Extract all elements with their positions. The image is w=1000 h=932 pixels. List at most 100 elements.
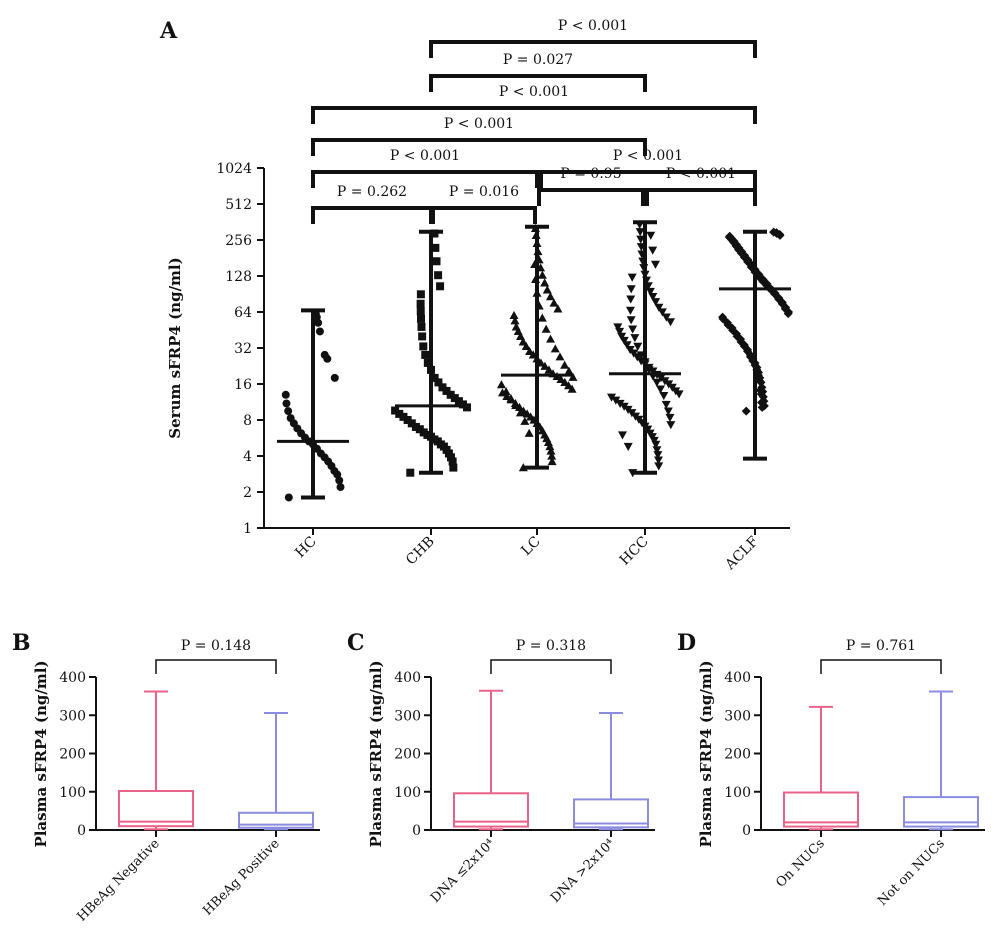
data-point [286, 414, 295, 423]
data-point [423, 358, 432, 367]
bracket-line [311, 206, 433, 224]
data-point [739, 252, 749, 262]
y-tick-label-300: 300 [59, 708, 86, 724]
bracket-line [645, 188, 757, 206]
data-point [315, 327, 324, 336]
data-point [403, 416, 412, 424]
data-point [395, 409, 404, 418]
panel-a-chart: A 1 2 4 8 16 32 64 128 256 512 1024 Serum sFRP4 (ng/… [159, 18, 794, 574]
panel-label-b: B [12, 630, 31, 656]
x-tick-label-hbeag-negative: HBeAg Negative [74, 836, 163, 925]
data-point [643, 282, 653, 291]
data-point [421, 350, 430, 359]
data-point [617, 431, 627, 440]
p-value-label: P < 0.001 [390, 148, 460, 164]
data-point [449, 463, 458, 472]
data-point [511, 322, 521, 331]
y-tick-label-200: 200 [724, 747, 751, 763]
panel-label-a: A [159, 18, 178, 44]
data-point [652, 446, 662, 455]
data-point [635, 220, 645, 230]
data-point [540, 278, 550, 287]
x-tick-label-chb: CHB [403, 534, 438, 569]
group-hcc [607, 220, 684, 478]
y-tick-label-1: 1 [243, 521, 252, 537]
x-tick-label-lc: LC [518, 534, 543, 559]
data-point [628, 469, 638, 478]
data-point [648, 246, 658, 255]
data-point [431, 243, 440, 252]
panel-b: B 0 100 200 300 400 Plasma sFRP4 (ng/ml) HBeAg … [0, 600, 335, 932]
comparison-bracket: P < 0.001 [429, 18, 757, 58]
data-point [659, 391, 669, 401]
data-point [626, 316, 636, 325]
data-point [546, 334, 556, 343]
x-tick-label-on-nucs: On NUCs [773, 836, 828, 891]
data-point [531, 230, 541, 239]
y-axis-label: Plasma sFRP4 (ng/ml) [697, 660, 715, 847]
data-point [419, 342, 428, 351]
data-point [438, 383, 447, 392]
data-point [510, 316, 520, 325]
data-point [636, 235, 646, 244]
group-aclf [718, 227, 794, 461]
data-point [732, 331, 742, 341]
data-point [626, 295, 636, 304]
data-point [282, 399, 291, 408]
data-point [446, 390, 455, 399]
data-point [627, 273, 637, 282]
data-point [336, 483, 345, 492]
p-value-label: P < 0.001 [558, 18, 628, 34]
data-point [547, 456, 557, 466]
data-point [416, 299, 425, 308]
data-point [556, 374, 566, 383]
y-tick-label-200: 200 [59, 747, 86, 763]
comparison-bracket: P < 0.001 [311, 148, 539, 188]
comparison-bracket: P < 0.001 [539, 148, 757, 188]
data-point [718, 314, 728, 324]
data-point [391, 406, 400, 415]
data-point [416, 290, 425, 299]
data-point [623, 405, 633, 414]
comparison-bracket: P = 0.262 [311, 184, 433, 224]
group-chb [391, 229, 471, 477]
y-tick-label-1024: 1024 [216, 161, 252, 177]
data-point [506, 394, 516, 403]
data-point [657, 308, 667, 317]
data-point [728, 325, 738, 335]
x-tick-label-dna-2x10: DNA ≤2x10⁴ [428, 836, 498, 906]
data-point [537, 270, 547, 279]
data-point [530, 223, 540, 233]
data-point [633, 342, 643, 351]
y-tick-label-32: 32 [234, 341, 252, 357]
data-point [531, 274, 541, 283]
data-point [656, 385, 666, 394]
box-hbeag-negative [118, 690, 194, 831]
comparison-bracket: P = 0.016 [431, 184, 537, 224]
data-point [656, 374, 666, 383]
data-point [436, 282, 445, 291]
data-point [549, 298, 559, 307]
data-point [724, 232, 734, 242]
y-tick-label-0: 0 [742, 823, 751, 839]
x-tick-label-hcc: HCC [617, 534, 652, 569]
data-point [518, 463, 528, 472]
panel-a: A 1 2 4 8 16 32 64 128 256 512 1024 Serum sFRP4 (ng/… [159, 18, 794, 574]
data-point [430, 229, 439, 238]
data-point [553, 304, 563, 313]
data-point [530, 259, 540, 269]
data-point [418, 332, 427, 341]
data-point [654, 303, 664, 312]
data-point [644, 366, 654, 375]
p-value-label: P = 0.761 [846, 638, 916, 654]
data-point [723, 320, 733, 330]
data-point [430, 373, 439, 382]
comparison-bracket: P = 0.027 [429, 52, 647, 92]
data-point [757, 398, 767, 408]
iqr-box [118, 789, 194, 828]
x-tick-label-hc: HC [292, 534, 320, 562]
data-point [427, 365, 435, 374]
y-axis-label: Serum sFRP4 (ng/ml) [166, 257, 184, 438]
data-point [769, 227, 779, 237]
comparison-bracket: P = 0.318 [490, 638, 612, 674]
